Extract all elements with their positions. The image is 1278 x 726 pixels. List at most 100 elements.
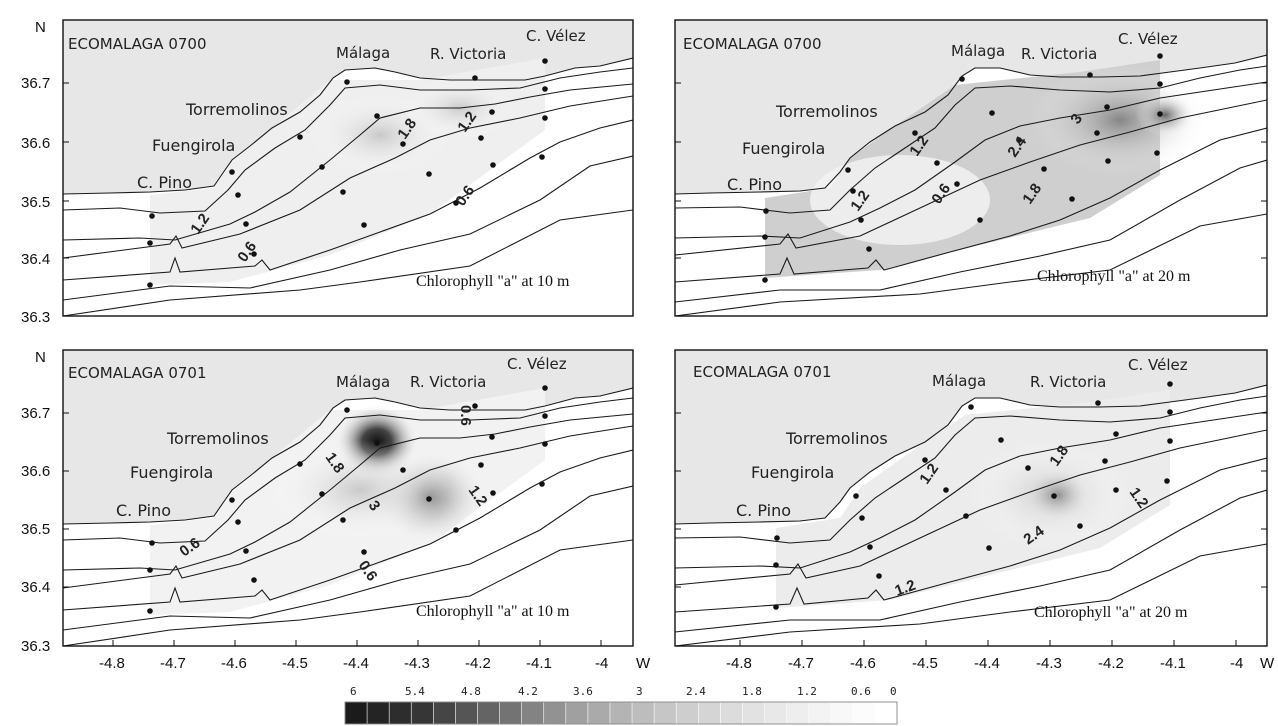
lon-tick-label: -4.6	[221, 655, 247, 672]
colorbar-label: 3	[636, 685, 643, 698]
lat-tick-label: 36.7	[21, 405, 50, 422]
colorbar-label: 6	[350, 685, 357, 698]
lon-tick-label: -4.4	[343, 655, 369, 672]
colorbar-swatch	[366, 701, 390, 725]
map-panel-0701-10m: ECOMALAGA 0701 Málaga R. Victoria C. Vél…	[62, 349, 634, 647]
place-label-c-pino: C. Pino	[736, 501, 791, 520]
lat-tick-label: 36.4	[21, 251, 50, 268]
place-label-c-pino: C. Pino	[727, 175, 782, 194]
lat-tick-label: 36.7	[21, 75, 50, 92]
colorbar-swatch	[455, 701, 479, 725]
map-panel-0701-20m: ECOMALAGA 0701 Málaga R. Victoria C. Vél…	[674, 349, 1268, 647]
place-label-fuengirola: Fuengirola	[152, 136, 235, 155]
panel-caption: Chlorophyll "a" at 20 m	[1037, 268, 1191, 285]
land-area	[63, 350, 633, 524]
north-label: N	[35, 349, 46, 366]
colorbar-swatch	[477, 701, 501, 725]
colorbar-labels: 6 5.4 4.8 4.2 3.6 3 2.4 1.8 1.2 0.6 0	[350, 685, 897, 698]
colorbar-swatch	[653, 701, 677, 725]
place-label-torremolinos: Torremolinos	[185, 100, 288, 119]
place-label-fuengirola: Fuengirola	[742, 139, 825, 158]
place-label-r-victoria: R. Victoria	[1021, 45, 1097, 63]
lon-tick-label: -4.3	[1036, 655, 1062, 672]
panel-caption: Chlorophyll "a" at 10 m	[416, 603, 570, 620]
colorbar-swatch	[521, 701, 545, 725]
lon-tick-label: -4.5	[282, 655, 308, 672]
campaign-label: ECOMALAGA 0701	[693, 363, 832, 381]
panel-caption: Chlorophyll "a" at 20 m	[1034, 604, 1188, 621]
colorbar-swatch	[852, 701, 876, 725]
colorbar-swatch	[764, 701, 788, 725]
colorbar-swatch	[565, 701, 589, 725]
colorbar-label: 2.4	[686, 685, 706, 698]
colorbar-swatch	[344, 701, 368, 725]
place-label-c-velez: C. Vélez	[507, 355, 567, 373]
lon-tick-label: -4.1	[1160, 655, 1186, 672]
place-label-fuengirola: Fuengirola	[751, 463, 834, 482]
colorbar-swatch	[697, 701, 721, 725]
colorbar-swatch	[631, 701, 655, 725]
colorbar-label: 1.8	[742, 685, 762, 698]
land-area	[63, 20, 633, 194]
land-area	[675, 20, 1267, 194]
lat-axis-bottom: 36.7 36.6 36.5 36.4 36.3	[21, 405, 50, 655]
colorbar-label: 0.6	[851, 685, 871, 698]
colorbar-label: 3.6	[573, 685, 593, 698]
lat-tick-label: 36.6	[21, 135, 50, 152]
colorbar-swatch	[874, 701, 898, 725]
contour-value: 1.2	[893, 577, 918, 600]
lat-tick-label: 36.3	[21, 638, 50, 655]
colorbar-swatch	[433, 701, 457, 725]
place-label-r-victoria: R. Victoria	[1030, 373, 1106, 391]
contour-value: 0.6	[457, 405, 474, 426]
place-label-torremolinos: Torremolinos	[166, 429, 269, 448]
colorbar-swatch	[587, 701, 611, 725]
colorbar-swatch	[543, 701, 567, 725]
colorbar-swatch	[499, 701, 523, 725]
colorbar-steps	[344, 701, 898, 725]
land-area	[675, 350, 1267, 524]
lat-tick-label: 36.3	[21, 309, 50, 326]
lat-tick-label: 36.6	[21, 463, 50, 480]
place-label-c-velez: C. Vélez	[526, 27, 586, 45]
lon-tick-label: -4.8	[726, 655, 752, 672]
colorbar-label: 4.8	[461, 685, 481, 698]
axes: N N 36.7 36.6 36.5 36.4 36.3 36.7 36.6 3…	[21, 19, 1275, 672]
place-label-malaga: Málaga	[336, 373, 390, 391]
lon-tick-label: -4	[1230, 655, 1243, 672]
lon-tick-label: -4.2	[1098, 655, 1124, 672]
colorbar-swatch	[720, 701, 744, 725]
lon-tick-label: -4.7	[788, 655, 814, 672]
lat-axis-top: 36.7 36.6 36.5 36.4 36.3	[21, 75, 50, 326]
lat-tick-label: 36.4	[21, 579, 50, 596]
colorbar-label: 1.2	[797, 685, 817, 698]
colorbar-swatch	[786, 701, 810, 725]
colorbar-label: 0	[890, 685, 897, 698]
campaign-label: ECOMALAGA 0700	[68, 35, 207, 53]
lon-tick-label: -4.1	[526, 655, 552, 672]
lon-axis-left: -4.8 -4.7 -4.6 -4.5 -4.4 -4.3 -4.2 -4.1 …	[99, 655, 651, 672]
west-label: W	[636, 655, 651, 672]
place-label-malaga: Málaga	[336, 44, 390, 62]
colorbar-label: 5.4	[405, 685, 425, 698]
north-label: N	[35, 19, 46, 36]
west-label: W	[1260, 655, 1275, 672]
colorbar-swatch	[808, 701, 832, 725]
place-label-c-pino: C. Pino	[137, 173, 192, 192]
place-label-r-victoria: R. Victoria	[430, 45, 506, 63]
lon-tick-label: -4	[595, 655, 608, 672]
colorbar-swatch	[388, 701, 412, 725]
place-label-torremolinos: Torremolinos	[785, 429, 888, 448]
place-label-torremolinos: Torremolinos	[775, 102, 878, 121]
place-label-fuengirola: Fuengirola	[130, 463, 213, 482]
campaign-label: ECOMALAGA 0700	[683, 35, 822, 53]
colorbar-swatch	[410, 701, 434, 725]
place-label-malaga: Málaga	[951, 42, 1005, 60]
lon-tick-label: -4.5	[912, 655, 938, 672]
panel-caption: Chlorophyll "a" at 10 m	[416, 273, 570, 290]
lon-tick-label: -4.7	[160, 655, 186, 672]
lat-tick-label: 36.5	[21, 194, 50, 211]
campaign-label: ECOMALAGA 0701	[68, 364, 207, 382]
place-label-c-pino: C. Pino	[116, 501, 171, 520]
